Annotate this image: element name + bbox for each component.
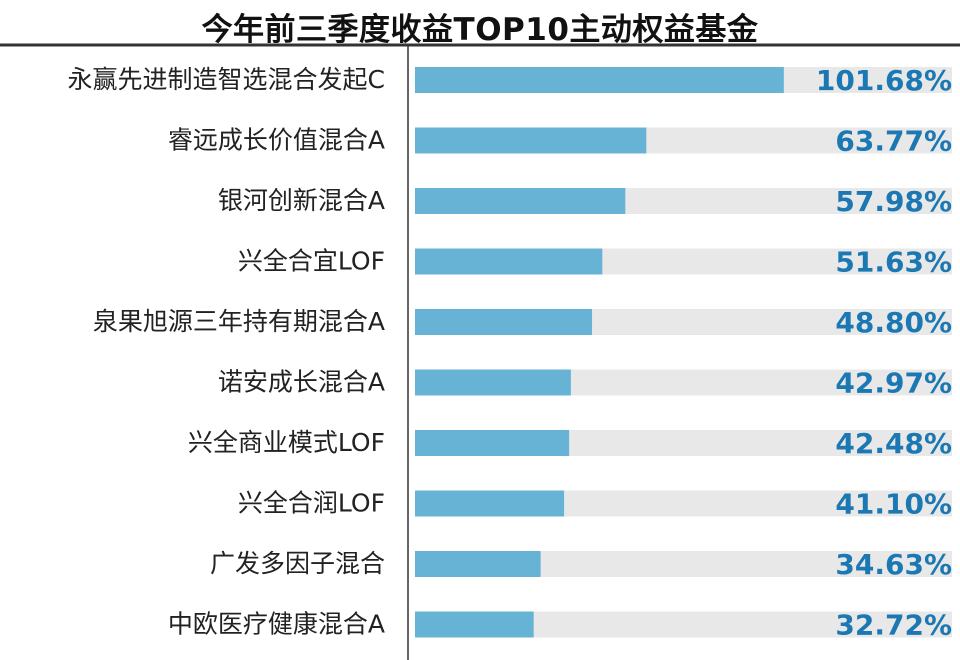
value-label: 101.68%	[816, 64, 952, 97]
bar	[415, 309, 593, 335]
value-label: 32.72%	[835, 609, 952, 642]
value-label: 41.10%	[835, 488, 952, 521]
bar	[415, 551, 541, 577]
value-label: 57.98%	[835, 185, 952, 218]
bar	[415, 127, 647, 154]
value-label: 42.97%	[835, 367, 952, 400]
category-label: 兴全合润LOF	[238, 489, 385, 518]
value-label: 48.80%	[835, 306, 952, 339]
value-label: 34.63%	[835, 548, 952, 581]
category-label: 银河创新混合A	[218, 186, 385, 215]
bar	[415, 611, 534, 638]
value-label: 42.48%	[835, 427, 952, 460]
bar	[415, 369, 571, 396]
category-label: 兴全合宜LOF	[238, 247, 385, 276]
category-label: 永赢先进制造智选混合发起C	[68, 65, 385, 94]
bar	[415, 490, 565, 517]
value-label: 51.63%	[835, 246, 952, 279]
category-label: 诺安成长混合A	[218, 368, 385, 397]
category-label: 兴全商业模式LOF	[188, 428, 385, 457]
category-label: 睿远成长价值混合A	[168, 126, 385, 155]
value-label: 63.77%	[835, 125, 952, 158]
category-label: 泉果旭源三年持有期混合A	[93, 307, 385, 336]
bar	[415, 248, 603, 275]
category-label: 中欧医疗健康混合A	[168, 610, 385, 639]
bar	[415, 188, 626, 214]
bar	[415, 430, 570, 456]
chart-title: 今年前三季度收益TOP10主动权益基金	[201, 12, 759, 48]
bar	[415, 67, 784, 93]
category-label: 广发多因子混合	[210, 549, 385, 578]
